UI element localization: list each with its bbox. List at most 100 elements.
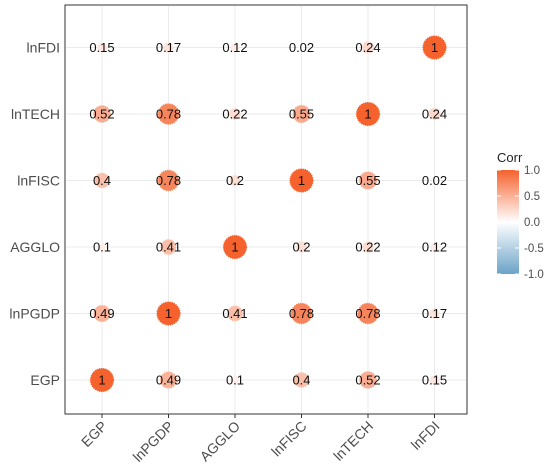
cell-value-label: 0.49 (156, 373, 181, 388)
legend-tick-label: 0.0 (524, 217, 540, 229)
corr-circle (93, 105, 111, 123)
legend: Corr 1.0 0.5 0.0 -0.5 -1.0 (497, 150, 544, 281)
cell-value-label: 0.17 (422, 306, 447, 321)
corr-circle (229, 174, 241, 187)
cell-value-label: 1 (431, 40, 438, 55)
corr-circle (157, 169, 180, 192)
legend-colorbar (497, 170, 519, 274)
corr-circle (293, 372, 310, 388)
cell-value-label: 0.2 (226, 173, 244, 188)
corr-circle (290, 302, 313, 325)
grid-lines (66, 6, 466, 413)
x-tick-label: AGGLO (197, 418, 244, 465)
corr-circle (429, 374, 440, 386)
legend-tick-label: 1.0 (524, 165, 540, 177)
corr-circle (160, 239, 177, 255)
cell-value-label: 0.12 (422, 240, 447, 255)
cell-value-label: 1 (231, 240, 238, 255)
cell-value-label: 0.24 (422, 107, 447, 122)
corr-circle (227, 305, 243, 322)
corr-circle (230, 375, 240, 385)
cell-value-label: 1 (165, 306, 172, 321)
corr-circle (429, 242, 440, 252)
legend-tick-label: 0.5 (524, 191, 540, 203)
corr-circle (159, 371, 178, 389)
cell-value-label: 0.55 (289, 107, 314, 122)
cell-value-label: 0.2 (292, 240, 310, 255)
cell-value-label: 0.02 (422, 173, 447, 188)
cell-value-label: 0.78 (156, 107, 181, 122)
corr-circle (355, 101, 381, 127)
cell-value-label: 0.1 (93, 240, 111, 255)
cell-value-label: 1 (298, 173, 305, 188)
corr-circle (157, 103, 180, 125)
corr-circle (357, 302, 379, 325)
cell-value-label: 0.55 (355, 173, 380, 188)
corr-circle (299, 45, 304, 50)
corr-circle (295, 241, 308, 253)
cell-value-label: 0.15 (422, 373, 447, 388)
cell-value-label: 0.52 (355, 373, 380, 388)
cell-value-labels: 1 0.49 0.1 0.4 0.52 0.150.49 1 0.41 0.78 0.78 0.17… (89, 40, 447, 388)
legend-tick-label: -1.0 (524, 269, 544, 281)
x-tick-label: lnFISC (268, 418, 310, 460)
corr-circle (96, 42, 108, 53)
cell-value-label: 0.24 (355, 40, 380, 55)
cell-value-label: 0.15 (89, 40, 114, 55)
cell-value-label: 0.41 (222, 306, 247, 321)
corr-circle (362, 241, 374, 253)
cell-value-label: 0.1 (226, 373, 244, 388)
corr-circle (422, 35, 447, 60)
y-tick-label: lnTECH (11, 106, 60, 122)
corr-circle (361, 41, 375, 54)
cell-value-label: 0.17 (156, 40, 181, 55)
legend-title: Corr (497, 150, 523, 165)
corr-circle (289, 168, 314, 193)
legend-tick-label: -0.5 (524, 243, 544, 255)
y-tick-label: AGGLO (10, 239, 60, 255)
circle-marks (89, 35, 447, 393)
cell-value-label: 0.78 (156, 173, 181, 188)
corr-circle (94, 172, 110, 189)
corr-circle (156, 301, 181, 326)
x-tick-label: lnFDI (408, 418, 443, 453)
corr-circle (432, 178, 437, 183)
corr-circle (229, 108, 241, 120)
cell-value-label: 0.02 (289, 40, 314, 55)
corr-circle (89, 367, 115, 393)
corr-circle (222, 234, 248, 260)
cell-value-label: 0.12 (222, 40, 247, 55)
corr-circle (163, 42, 174, 53)
cell-value-label: 0.78 (355, 306, 380, 321)
cell-value-label: 1 (98, 373, 105, 388)
cell-value-label: 1 (364, 107, 371, 122)
corr-circle (97, 242, 107, 252)
corr-circle (359, 371, 377, 389)
cell-value-label: 0.4 (292, 373, 310, 388)
cell-value-label: 0.22 (222, 107, 247, 122)
corr-circle (428, 107, 441, 121)
corr-circle (230, 42, 240, 53)
x-axis-tick-labels: EGP lnPGDP AGGLO lnFISC lnTECH lnFDI (78, 414, 443, 465)
corr-circle (358, 171, 378, 190)
x-tick-label: lnTECH (330, 418, 376, 464)
y-tick-label: lnPGDP (9, 306, 60, 322)
cell-value-label: 0.41 (156, 240, 181, 255)
cell-value-label: 0.52 (89, 107, 114, 122)
legend-ticks: 1.0 0.5 0.0 -0.5 -1.0 (497, 165, 544, 281)
y-tick-label: lnFISC (17, 173, 60, 189)
y-tick-label: lnFDI (27, 40, 60, 56)
corr-circle (292, 104, 311, 124)
cell-value-label: 0.78 (289, 306, 314, 321)
plot-panel (64, 4, 468, 415)
corr-circle (93, 304, 111, 323)
cell-value-label: 0.49 (89, 306, 114, 321)
x-tick-label: EGP (78, 418, 110, 450)
corr-circle (429, 308, 440, 319)
y-tick-label: EGP (30, 372, 60, 388)
y-axis-tick-labels: EGP lnPGDP AGGLO lnFISC lnTECH lnFDI (9, 40, 60, 389)
cell-value-label: 0.22 (355, 240, 380, 255)
cell-value-label: 0.4 (93, 173, 111, 188)
x-tick-label: lnPGDP (130, 418, 177, 465)
